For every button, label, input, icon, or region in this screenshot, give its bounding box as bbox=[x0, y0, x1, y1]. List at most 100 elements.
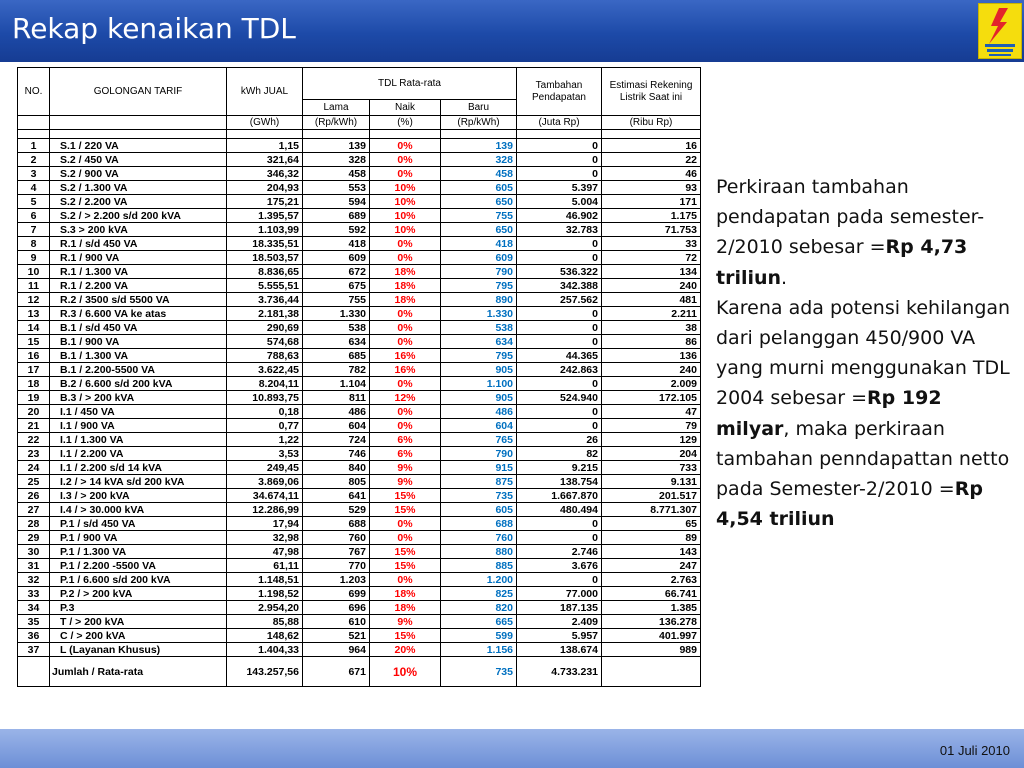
cell-baru: 915 bbox=[440, 460, 517, 475]
table-row: 4 S.2 / 1.300 VA 204,93 553 10% 605 5.397 93 bbox=[17, 180, 701, 195]
unit-kwh: (GWh) bbox=[226, 115, 303, 130]
cell-no: 9 bbox=[17, 250, 50, 265]
table-row: 28 P.1 / s/d 450 VA 17,94 688 0% 688 0 65 bbox=[17, 516, 701, 531]
cell-estimasi: 2.009 bbox=[601, 376, 701, 391]
cell-tambahan: 0 bbox=[516, 530, 602, 545]
cell-baru: 880 bbox=[440, 544, 517, 559]
cell-golongan: B.2 / 6.600 s/d 200 kVA bbox=[49, 376, 227, 391]
cell-kwh: 3,53 bbox=[226, 446, 303, 461]
cell-baru: 650 bbox=[440, 222, 517, 237]
cell-kwh: 175,21 bbox=[226, 194, 303, 209]
cell-baru: 538 bbox=[440, 320, 517, 335]
cell-tambahan: 0 bbox=[516, 376, 602, 391]
table-row: 1 S.1 / 220 VA 1,15 139 0% 139 0 16 bbox=[17, 138, 701, 153]
cell-naik: 0% bbox=[369, 572, 441, 587]
header-golongan-tarif: GOLONGAN TARIF bbox=[49, 67, 227, 116]
cell-baru: 905 bbox=[440, 362, 517, 377]
cell-baru: 755 bbox=[440, 208, 517, 223]
cell-naik: 0% bbox=[369, 250, 441, 265]
cell-estimasi: 9.131 bbox=[601, 474, 701, 489]
cell-no: 15 bbox=[17, 334, 50, 349]
cell-golongan: B.1 / s/d 450 VA bbox=[49, 320, 227, 335]
cell-estimasi: 86 bbox=[601, 334, 701, 349]
cell-estimasi: 401.997 bbox=[601, 628, 701, 643]
cell-naik: 18% bbox=[369, 586, 441, 601]
cell-lama: 529 bbox=[302, 502, 370, 517]
cell-estimasi: 38 bbox=[601, 320, 701, 335]
cell-naik: 0% bbox=[369, 418, 441, 433]
cell-golongan: I.4 / > 30.000 kVA bbox=[49, 502, 227, 517]
cell-lama: 699 bbox=[302, 586, 370, 601]
cell-lama: 610 bbox=[302, 614, 370, 629]
cell-baru: 328 bbox=[440, 152, 517, 167]
cell-lama: 840 bbox=[302, 460, 370, 475]
cell-estimasi: 66.741 bbox=[601, 586, 701, 601]
cell-tambahan: 1.667.870 bbox=[516, 488, 602, 503]
cell-naik: 0% bbox=[369, 530, 441, 545]
cell-kwh: 788,63 bbox=[226, 348, 303, 363]
cell-baru: 885 bbox=[440, 558, 517, 573]
cell-no: 36 bbox=[17, 628, 50, 643]
table-row: 26 I.3 / > 200 kVA 34.674,11 641 15% 735 1.667… bbox=[17, 488, 701, 503]
cell-golongan: P.1 / 900 VA bbox=[49, 530, 227, 545]
cell-naik: 18% bbox=[369, 292, 441, 307]
cell-golongan: R.1 / s/d 450 VA bbox=[49, 236, 227, 251]
unit-tambahan: (Juta Rp) bbox=[516, 115, 602, 130]
cell-baru: 1.100 bbox=[440, 376, 517, 391]
cell-naik: 9% bbox=[369, 614, 441, 629]
cell-baru: 139 bbox=[440, 138, 517, 153]
cell-naik: 0% bbox=[369, 376, 441, 391]
cell-naik: 12% bbox=[369, 390, 441, 405]
cell-no: 22 bbox=[17, 432, 50, 447]
header-kwh-jual: kWh JUAL bbox=[226, 67, 303, 116]
note-2-text-cont: , maka perkiraan tambahan penndapattan n… bbox=[716, 417, 1010, 501]
cell-lama: 696 bbox=[302, 600, 370, 615]
cell-baru: 605 bbox=[440, 180, 517, 195]
cell-golongan: R.3 / 6.600 VA ke atas bbox=[49, 306, 227, 321]
cell-tambahan: 5.397 bbox=[516, 180, 602, 195]
cell-golongan: R.2 / 3500 s/d 5500 VA bbox=[49, 292, 227, 307]
cell-lama: 1.104 bbox=[302, 376, 370, 391]
table-row: 23 I.1 / 2.200 VA 3,53 746 6% 790 82 204 bbox=[17, 446, 701, 461]
cell-no: 28 bbox=[17, 516, 50, 531]
cell-no: 7 bbox=[17, 222, 50, 237]
table-row: 7 S.3 > 200 kVA 1.103,99 592 10% 650 32.783 71.… bbox=[17, 222, 701, 237]
cell-kwh: 346,32 bbox=[226, 166, 303, 181]
table-row: 31 P.1 / 2.200 -5500 VA 61,11 770 15% 885 3.67… bbox=[17, 558, 701, 573]
cell-baru: 790 bbox=[440, 446, 517, 461]
table-row: 8 R.1 / s/d 450 VA 18.335,51 418 0% 418 0 33 bbox=[17, 236, 701, 251]
cell-lama: 724 bbox=[302, 432, 370, 447]
cell-no: 17 bbox=[17, 362, 50, 377]
cell-naik: 15% bbox=[369, 488, 441, 503]
cell-no: 34 bbox=[17, 600, 50, 615]
cell-baru: 905 bbox=[440, 390, 517, 405]
header-baru: Baru bbox=[440, 99, 517, 116]
tariff-table-container: NO. GOLONGAN TARIF kWh JUAL TDL Rata-rat… bbox=[17, 67, 701, 757]
cell-kwh: 1.198,52 bbox=[226, 586, 303, 601]
cell-kwh: 574,68 bbox=[226, 334, 303, 349]
cell-tambahan: 342.388 bbox=[516, 278, 602, 293]
cell-golongan: P.3 bbox=[49, 600, 227, 615]
total-lama: 671 bbox=[302, 656, 370, 687]
note-paragraph-2: Karena ada potensi kehilangan dari pelan… bbox=[716, 293, 1016, 535]
cell-kwh: 61,11 bbox=[226, 558, 303, 573]
cell-estimasi: 240 bbox=[601, 362, 701, 377]
cell-naik: 16% bbox=[369, 348, 441, 363]
cell-baru: 599 bbox=[440, 628, 517, 643]
cell-golongan: R.1 / 2.200 VA bbox=[49, 278, 227, 293]
cell-no: 23 bbox=[17, 446, 50, 461]
cell-naik: 15% bbox=[369, 628, 441, 643]
cell-golongan: I.2 / > 14 kVA s/d 200 kVA bbox=[49, 474, 227, 489]
cell-tambahan: 0 bbox=[516, 334, 602, 349]
table-row: 2 S.2 / 450 VA 321,64 328 0% 328 0 22 bbox=[17, 152, 701, 167]
cell-golongan: S.2 / 1.300 VA bbox=[49, 180, 227, 195]
cell-estimasi: 79 bbox=[601, 418, 701, 433]
cell-baru: 890 bbox=[440, 292, 517, 307]
cell-naik: 6% bbox=[369, 432, 441, 447]
cell-naik: 18% bbox=[369, 264, 441, 279]
cell-naik: 6% bbox=[369, 446, 441, 461]
table-row: 6 S.2 / > 2.200 s/d 200 kVA 1.395,57 689 10%… bbox=[17, 208, 701, 223]
cell-lama: 1.330 bbox=[302, 306, 370, 321]
cell-golongan: C / > 200 kVA bbox=[49, 628, 227, 643]
unit-baru: (Rp/kWh) bbox=[440, 115, 517, 130]
